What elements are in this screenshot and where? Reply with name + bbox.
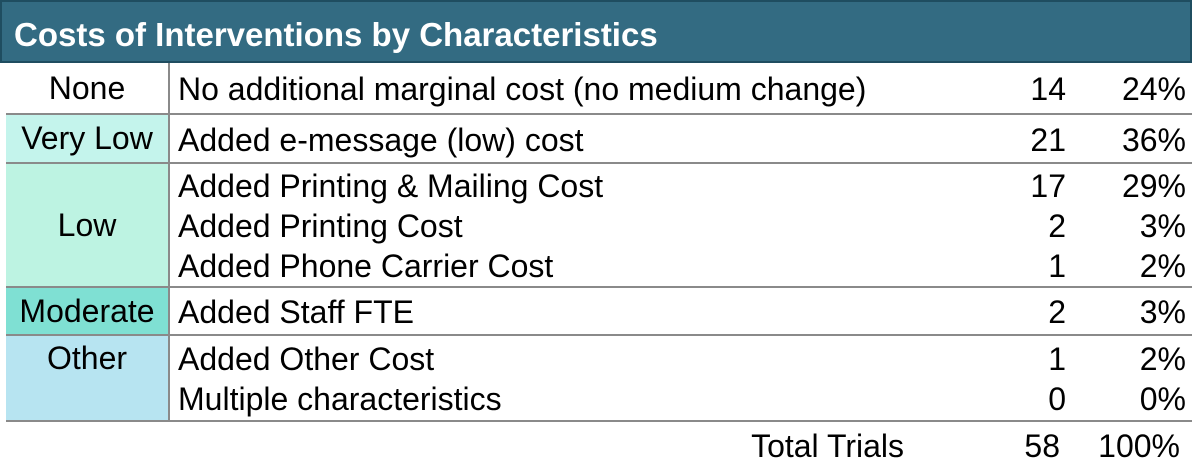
category-low: Low [6,164,170,286]
row-count: 1 [1048,248,1066,284]
table-row: Added Phone Carrier Cost 1 2% [178,246,1192,286]
category-moderate: Moderate [6,288,170,334]
row-description: Added Printing Cost [178,208,463,244]
row-description: Added Printing & Mailing Cost [178,168,604,204]
group-low: Low Added Printing & Mailing Cost 17 29%… [6,164,1192,288]
row-description: No additional marginal cost (no medium c… [178,71,867,107]
row-percent: 2% [1139,341,1186,377]
row-count: 2 [1048,294,1066,330]
row-percent: 3% [1139,208,1186,244]
row-percent: 24% [1121,71,1186,107]
table-row: Added e-message (low) cost 21 36% [178,120,1192,160]
table-title-bar: Costs of Interventions by Characteristic… [0,0,1192,63]
row-count: 1 [1048,341,1066,377]
table-row: Multiple characteristics 0 0% [178,379,1192,419]
row-description: Added Phone Carrier Cost [178,248,554,284]
group-moderate: Moderate Added Staff FTE 2 3% [6,288,1192,336]
table-row: No additional marginal cost (no medium c… [178,69,1192,109]
row-count: 17 [1030,168,1066,204]
row-percent: 3% [1139,294,1186,330]
total-count: 58 [1024,428,1060,464]
row-percent: 36% [1121,122,1186,158]
group-other: Other Added Other Cost 1 2% Multiple cha… [6,336,1192,422]
row-description: Added Staff FTE [178,294,414,330]
total-row: Total Trials 58 100% [0,424,1192,468]
category-none: None [6,63,170,113]
row-count: 14 [1030,71,1066,107]
row-count: 21 [1030,122,1066,158]
table-row: Added Printing & Mailing Cost 17 29% [178,166,1192,206]
table-row: Added Staff FTE 2 3% [178,292,1192,332]
group-very-low: Very Low Added e-message (low) cost 21 3… [6,115,1192,164]
row-description: Added e-message (low) cost [178,122,584,158]
category-other: Other [6,336,170,420]
table-title: Costs of Interventions by Characteristic… [14,16,658,53]
group-none: None No additional marginal cost (no med… [6,63,1192,115]
row-description: Multiple characteristics [178,381,502,417]
row-description: Added Other Cost [178,341,435,377]
row-percent: 29% [1121,168,1186,204]
row-percent: 0% [1139,381,1186,417]
total-label: Total Trials [751,428,904,464]
row-count: 0 [1048,381,1066,417]
table-row: Added Other Cost 1 2% [178,339,1192,379]
table-row: Added Printing Cost 2 3% [178,206,1192,246]
row-count: 2 [1048,208,1066,244]
category-very-low: Very Low [6,115,170,162]
row-percent: 2% [1139,248,1186,284]
total-percent: 100% [1098,428,1180,464]
